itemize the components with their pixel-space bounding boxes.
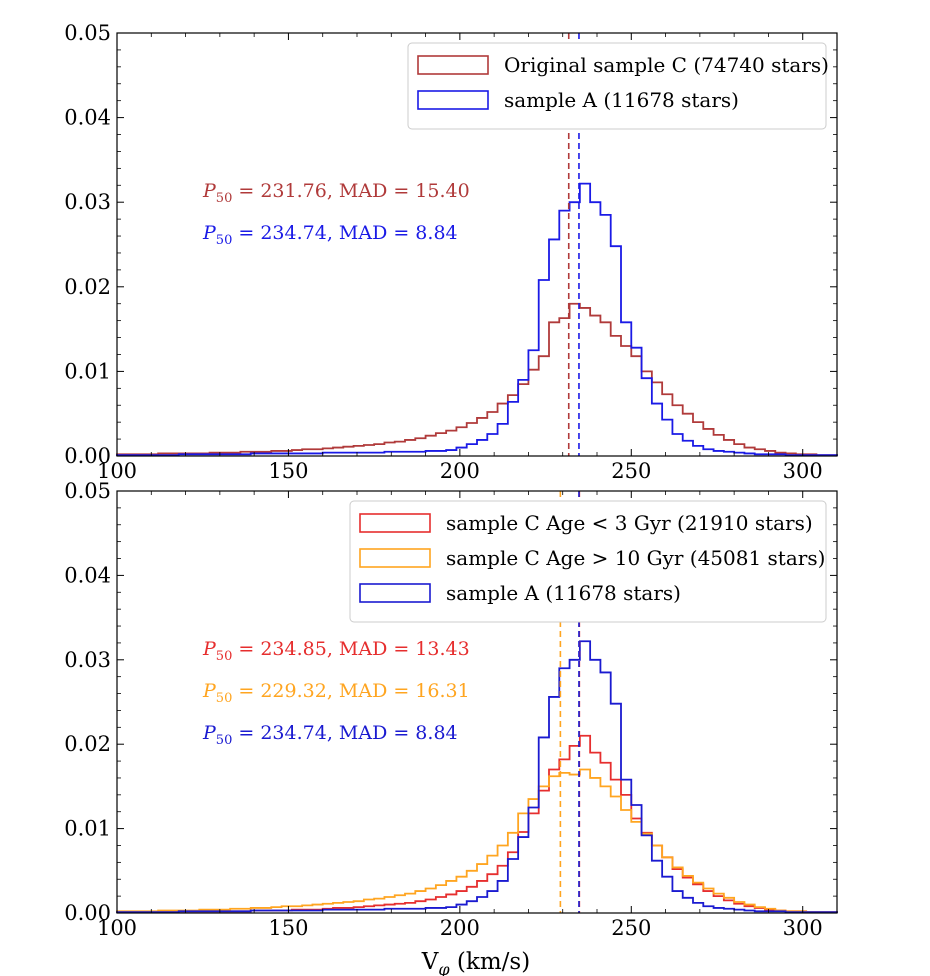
histogram-series-1 xyxy=(116,734,838,914)
annotation-text-2: P50 = 229.32, MAD = 16.31 xyxy=(202,680,470,706)
x-tick-label: 250 xyxy=(611,459,651,483)
y-tick-label: 0.04 xyxy=(64,563,111,587)
x-tick-label: 200 xyxy=(440,459,480,483)
y-tick-label: 0.01 xyxy=(64,359,111,383)
x-tick-label: 200 xyxy=(440,916,480,940)
plot-frame xyxy=(116,32,838,457)
y-tick-label: 0.00 xyxy=(64,444,111,468)
legend-swatch xyxy=(417,90,489,110)
x-tick-label: 300 xyxy=(783,459,823,483)
y-tick-label: 0.04 xyxy=(64,106,111,130)
histogram-series-2 xyxy=(116,768,838,914)
legend xyxy=(349,500,827,623)
panel-1: 100 150 200 250 300 0.00 0.01 0.02 0.03 0.04 0.05 P… xyxy=(64,21,838,483)
x-tick-label: 150 xyxy=(268,916,308,940)
legend xyxy=(407,42,827,130)
legend-label: sample C Age > 10 Gyr (45081 stars) xyxy=(446,546,825,570)
legend-swatch xyxy=(359,583,431,603)
annotation-text-1: P50 = 234.85, MAD = 13.43 xyxy=(202,638,470,664)
y-tick-label: 0.05 xyxy=(64,479,111,503)
panel-2: 100 150 200 250 300 0.00 0.01 0.02 0.03 0.04 0.05 P… xyxy=(64,479,838,940)
y-tick-label: 0.03 xyxy=(64,648,111,672)
x-tick-label: 150 xyxy=(268,459,308,483)
x-tick-label: 100 xyxy=(97,459,137,483)
x-tick-label: 300 xyxy=(783,916,823,940)
y-tick-label: 0.02 xyxy=(64,732,111,756)
legend-label: sample A (11678 stars) xyxy=(504,88,739,112)
legend-swatch xyxy=(417,55,489,75)
histogram-series-1 xyxy=(116,302,838,457)
x-axis-label: Vφ (km/s) xyxy=(421,949,530,976)
annotation-text-1: P50 = 231.76, MAD = 15.40 xyxy=(202,180,470,206)
histogram-series-3 xyxy=(116,640,838,914)
y-tick-label: 0.05 xyxy=(64,21,111,45)
legend-label: Original sample C (74740 stars) xyxy=(504,53,829,77)
y-tick-label: 0.02 xyxy=(64,275,111,299)
y-tick-label: 0.03 xyxy=(64,190,111,214)
y-tick-label: 0.00 xyxy=(64,901,111,925)
annotation-text-2: P50 = 234.74, MAD = 8.84 xyxy=(202,222,458,248)
y-tick-label: 0.01 xyxy=(64,817,111,841)
legend-label: sample C Age < 3 Gyr (21910 stars) xyxy=(446,511,813,535)
legend-swatch xyxy=(359,548,431,568)
legend-label: sample A (11678 stars) xyxy=(446,581,681,605)
x-tick-label: 250 xyxy=(611,916,651,940)
plot-frame xyxy=(116,490,838,914)
annotation-text-3: P50 = 234.74, MAD = 8.84 xyxy=(202,722,458,748)
histogram-series-2 xyxy=(116,182,838,457)
x-tick-label: 100 xyxy=(97,916,137,940)
legend-swatch xyxy=(359,513,431,533)
